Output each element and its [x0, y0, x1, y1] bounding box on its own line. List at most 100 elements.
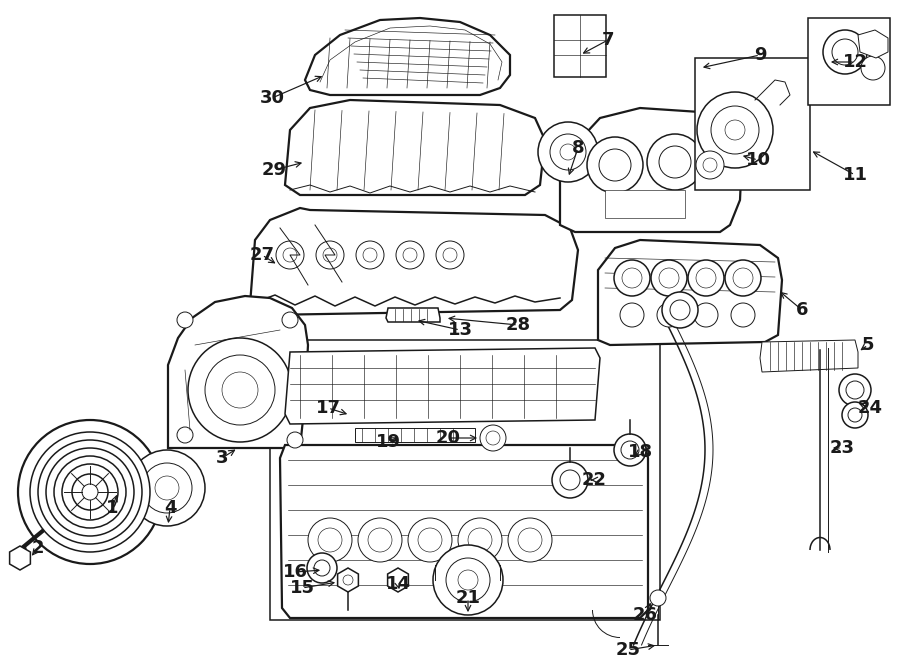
Circle shape: [587, 137, 643, 193]
Circle shape: [283, 248, 297, 262]
Circle shape: [129, 450, 205, 526]
Polygon shape: [250, 208, 578, 315]
Polygon shape: [388, 568, 409, 592]
Polygon shape: [285, 348, 600, 424]
Circle shape: [620, 303, 644, 327]
Circle shape: [307, 553, 337, 583]
Text: 10: 10: [745, 151, 770, 169]
Circle shape: [694, 303, 718, 327]
Circle shape: [368, 528, 392, 552]
Text: 3: 3: [216, 449, 229, 467]
Circle shape: [657, 303, 681, 327]
Text: 18: 18: [627, 443, 652, 461]
Circle shape: [38, 440, 142, 544]
Circle shape: [343, 575, 353, 585]
Circle shape: [839, 374, 871, 406]
Circle shape: [846, 381, 864, 399]
Circle shape: [480, 425, 506, 451]
Bar: [270, 340, 660, 620]
Circle shape: [614, 260, 650, 296]
Circle shape: [82, 484, 98, 500]
Polygon shape: [760, 340, 858, 372]
Circle shape: [518, 528, 542, 552]
Circle shape: [823, 30, 867, 74]
Text: 4: 4: [164, 499, 176, 517]
Text: 25: 25: [616, 641, 641, 659]
Circle shape: [832, 39, 858, 65]
Circle shape: [697, 92, 773, 168]
Circle shape: [356, 241, 384, 269]
Text: 30: 30: [259, 89, 284, 107]
Circle shape: [46, 448, 134, 536]
Circle shape: [188, 338, 292, 442]
Circle shape: [318, 528, 342, 552]
Text: 7: 7: [602, 31, 614, 49]
Circle shape: [443, 248, 457, 262]
Circle shape: [848, 408, 862, 422]
Circle shape: [560, 470, 580, 490]
Circle shape: [458, 570, 478, 590]
Circle shape: [659, 146, 691, 178]
Text: 11: 11: [842, 166, 868, 184]
Bar: [355, 428, 475, 442]
Circle shape: [418, 528, 442, 552]
Circle shape: [276, 241, 304, 269]
Text: 13: 13: [447, 321, 473, 339]
Text: 2: 2: [32, 539, 44, 557]
Text: 16: 16: [283, 563, 308, 581]
Circle shape: [688, 260, 724, 296]
Circle shape: [30, 432, 150, 552]
Text: 28: 28: [506, 316, 531, 334]
Polygon shape: [305, 18, 510, 95]
Circle shape: [458, 518, 502, 562]
Polygon shape: [858, 30, 888, 58]
Circle shape: [205, 355, 275, 425]
Circle shape: [433, 545, 503, 615]
Circle shape: [711, 106, 759, 154]
Circle shape: [177, 427, 193, 443]
Text: 24: 24: [858, 399, 883, 417]
Text: 5: 5: [862, 336, 874, 354]
Circle shape: [552, 462, 588, 498]
Polygon shape: [338, 568, 358, 592]
Circle shape: [54, 456, 126, 528]
Circle shape: [62, 464, 118, 520]
Circle shape: [659, 268, 679, 288]
Circle shape: [308, 518, 352, 562]
Bar: [808, 18, 890, 105]
Text: 29: 29: [262, 161, 286, 179]
Circle shape: [538, 122, 598, 182]
Polygon shape: [10, 546, 31, 570]
Bar: [605, 190, 685, 218]
Polygon shape: [386, 308, 440, 322]
Circle shape: [436, 241, 464, 269]
Text: 17: 17: [316, 399, 340, 417]
Text: 26: 26: [633, 606, 658, 624]
Polygon shape: [285, 100, 545, 195]
Text: 9: 9: [754, 46, 766, 64]
Circle shape: [725, 260, 761, 296]
Circle shape: [621, 441, 639, 459]
Polygon shape: [598, 240, 782, 345]
Polygon shape: [280, 445, 648, 618]
Circle shape: [733, 268, 753, 288]
Circle shape: [842, 402, 868, 428]
Circle shape: [403, 248, 417, 262]
Circle shape: [468, 528, 492, 552]
Bar: [554, 15, 606, 77]
Circle shape: [222, 372, 258, 408]
Circle shape: [142, 463, 192, 513]
Circle shape: [155, 476, 179, 500]
Circle shape: [358, 518, 402, 562]
Text: 12: 12: [842, 53, 868, 71]
Bar: [695, 58, 810, 190]
Circle shape: [670, 300, 690, 320]
Circle shape: [363, 248, 377, 262]
Circle shape: [725, 120, 745, 140]
Text: 23: 23: [830, 439, 854, 457]
Text: 20: 20: [436, 429, 461, 447]
Circle shape: [314, 560, 330, 576]
Circle shape: [323, 248, 337, 262]
Circle shape: [486, 431, 500, 445]
Text: 22: 22: [581, 471, 607, 489]
